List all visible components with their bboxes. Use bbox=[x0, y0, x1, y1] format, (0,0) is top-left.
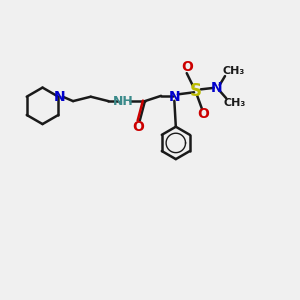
Text: O: O bbox=[181, 60, 193, 74]
Text: S: S bbox=[190, 82, 202, 100]
Text: N: N bbox=[53, 90, 65, 104]
Text: NH: NH bbox=[113, 94, 134, 108]
Text: O: O bbox=[132, 120, 144, 134]
Text: O: O bbox=[198, 107, 209, 122]
Text: N: N bbox=[211, 81, 223, 95]
Text: CH₃: CH₃ bbox=[223, 98, 245, 109]
Text: CH₃: CH₃ bbox=[222, 66, 244, 76]
Text: N: N bbox=[169, 90, 180, 104]
